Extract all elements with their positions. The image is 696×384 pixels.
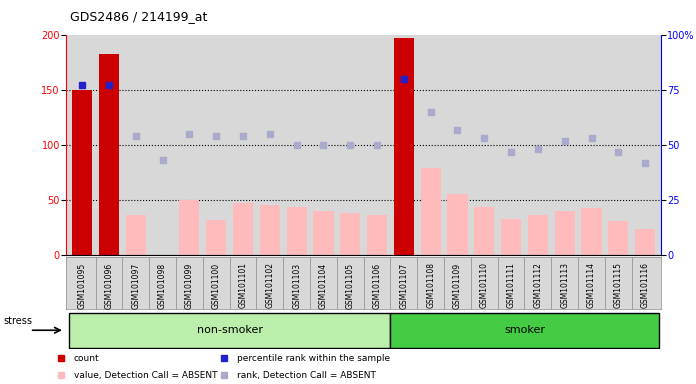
Bar bbox=[394, 38, 414, 255]
Text: GSM101105: GSM101105 bbox=[346, 263, 355, 309]
Text: non-smoker: non-smoker bbox=[197, 325, 262, 335]
Text: rank, Detection Call = ABSENT: rank, Detection Call = ABSENT bbox=[237, 371, 376, 380]
Text: value, Detection Call = ABSENT: value, Detection Call = ABSENT bbox=[74, 371, 217, 380]
Bar bbox=[287, 207, 307, 255]
Text: GSM101101: GSM101101 bbox=[239, 263, 248, 308]
Text: GSM101104: GSM101104 bbox=[319, 263, 328, 309]
Bar bbox=[528, 215, 548, 255]
Bar bbox=[367, 215, 387, 255]
Text: count: count bbox=[74, 354, 100, 362]
Text: GSM101112: GSM101112 bbox=[533, 263, 542, 308]
Bar bbox=[72, 90, 93, 255]
FancyBboxPatch shape bbox=[69, 313, 390, 348]
Text: GSM101116: GSM101116 bbox=[640, 263, 649, 308]
Text: GSM101108: GSM101108 bbox=[426, 263, 435, 308]
Text: GSM101110: GSM101110 bbox=[480, 263, 489, 308]
Bar bbox=[474, 207, 494, 255]
Text: percentile rank within the sample: percentile rank within the sample bbox=[237, 354, 390, 362]
Text: GSM101096: GSM101096 bbox=[104, 263, 113, 309]
Text: GSM101115: GSM101115 bbox=[614, 263, 623, 308]
Text: smoker: smoker bbox=[504, 325, 545, 335]
Bar bbox=[448, 194, 468, 255]
Text: GSM101099: GSM101099 bbox=[185, 263, 194, 309]
FancyBboxPatch shape bbox=[390, 313, 658, 348]
Text: GSM101098: GSM101098 bbox=[158, 263, 167, 309]
Text: GSM101113: GSM101113 bbox=[560, 263, 569, 308]
Text: GDS2486 / 214199_at: GDS2486 / 214199_at bbox=[70, 10, 207, 23]
Bar bbox=[340, 214, 361, 255]
Text: GSM101109: GSM101109 bbox=[453, 263, 462, 309]
Bar bbox=[260, 205, 280, 255]
Text: stress: stress bbox=[3, 316, 32, 326]
Text: GSM101107: GSM101107 bbox=[400, 263, 409, 309]
Bar bbox=[581, 208, 601, 255]
Bar bbox=[99, 55, 119, 255]
Bar bbox=[126, 215, 146, 255]
Bar bbox=[608, 221, 628, 255]
Text: GSM101097: GSM101097 bbox=[132, 263, 141, 309]
Text: GSM101111: GSM101111 bbox=[507, 263, 516, 308]
Bar bbox=[420, 168, 441, 255]
Text: GSM101114: GSM101114 bbox=[587, 263, 596, 308]
Bar bbox=[233, 204, 253, 255]
Bar bbox=[555, 211, 575, 255]
Text: GSM101102: GSM101102 bbox=[265, 263, 274, 308]
Bar bbox=[501, 219, 521, 255]
Bar bbox=[635, 229, 655, 255]
Bar bbox=[180, 200, 200, 255]
Text: GSM101095: GSM101095 bbox=[78, 263, 87, 309]
Text: GSM101106: GSM101106 bbox=[372, 263, 381, 309]
Bar bbox=[313, 211, 333, 255]
Text: GSM101100: GSM101100 bbox=[212, 263, 221, 309]
Text: GSM101103: GSM101103 bbox=[292, 263, 301, 309]
Bar bbox=[206, 220, 226, 255]
